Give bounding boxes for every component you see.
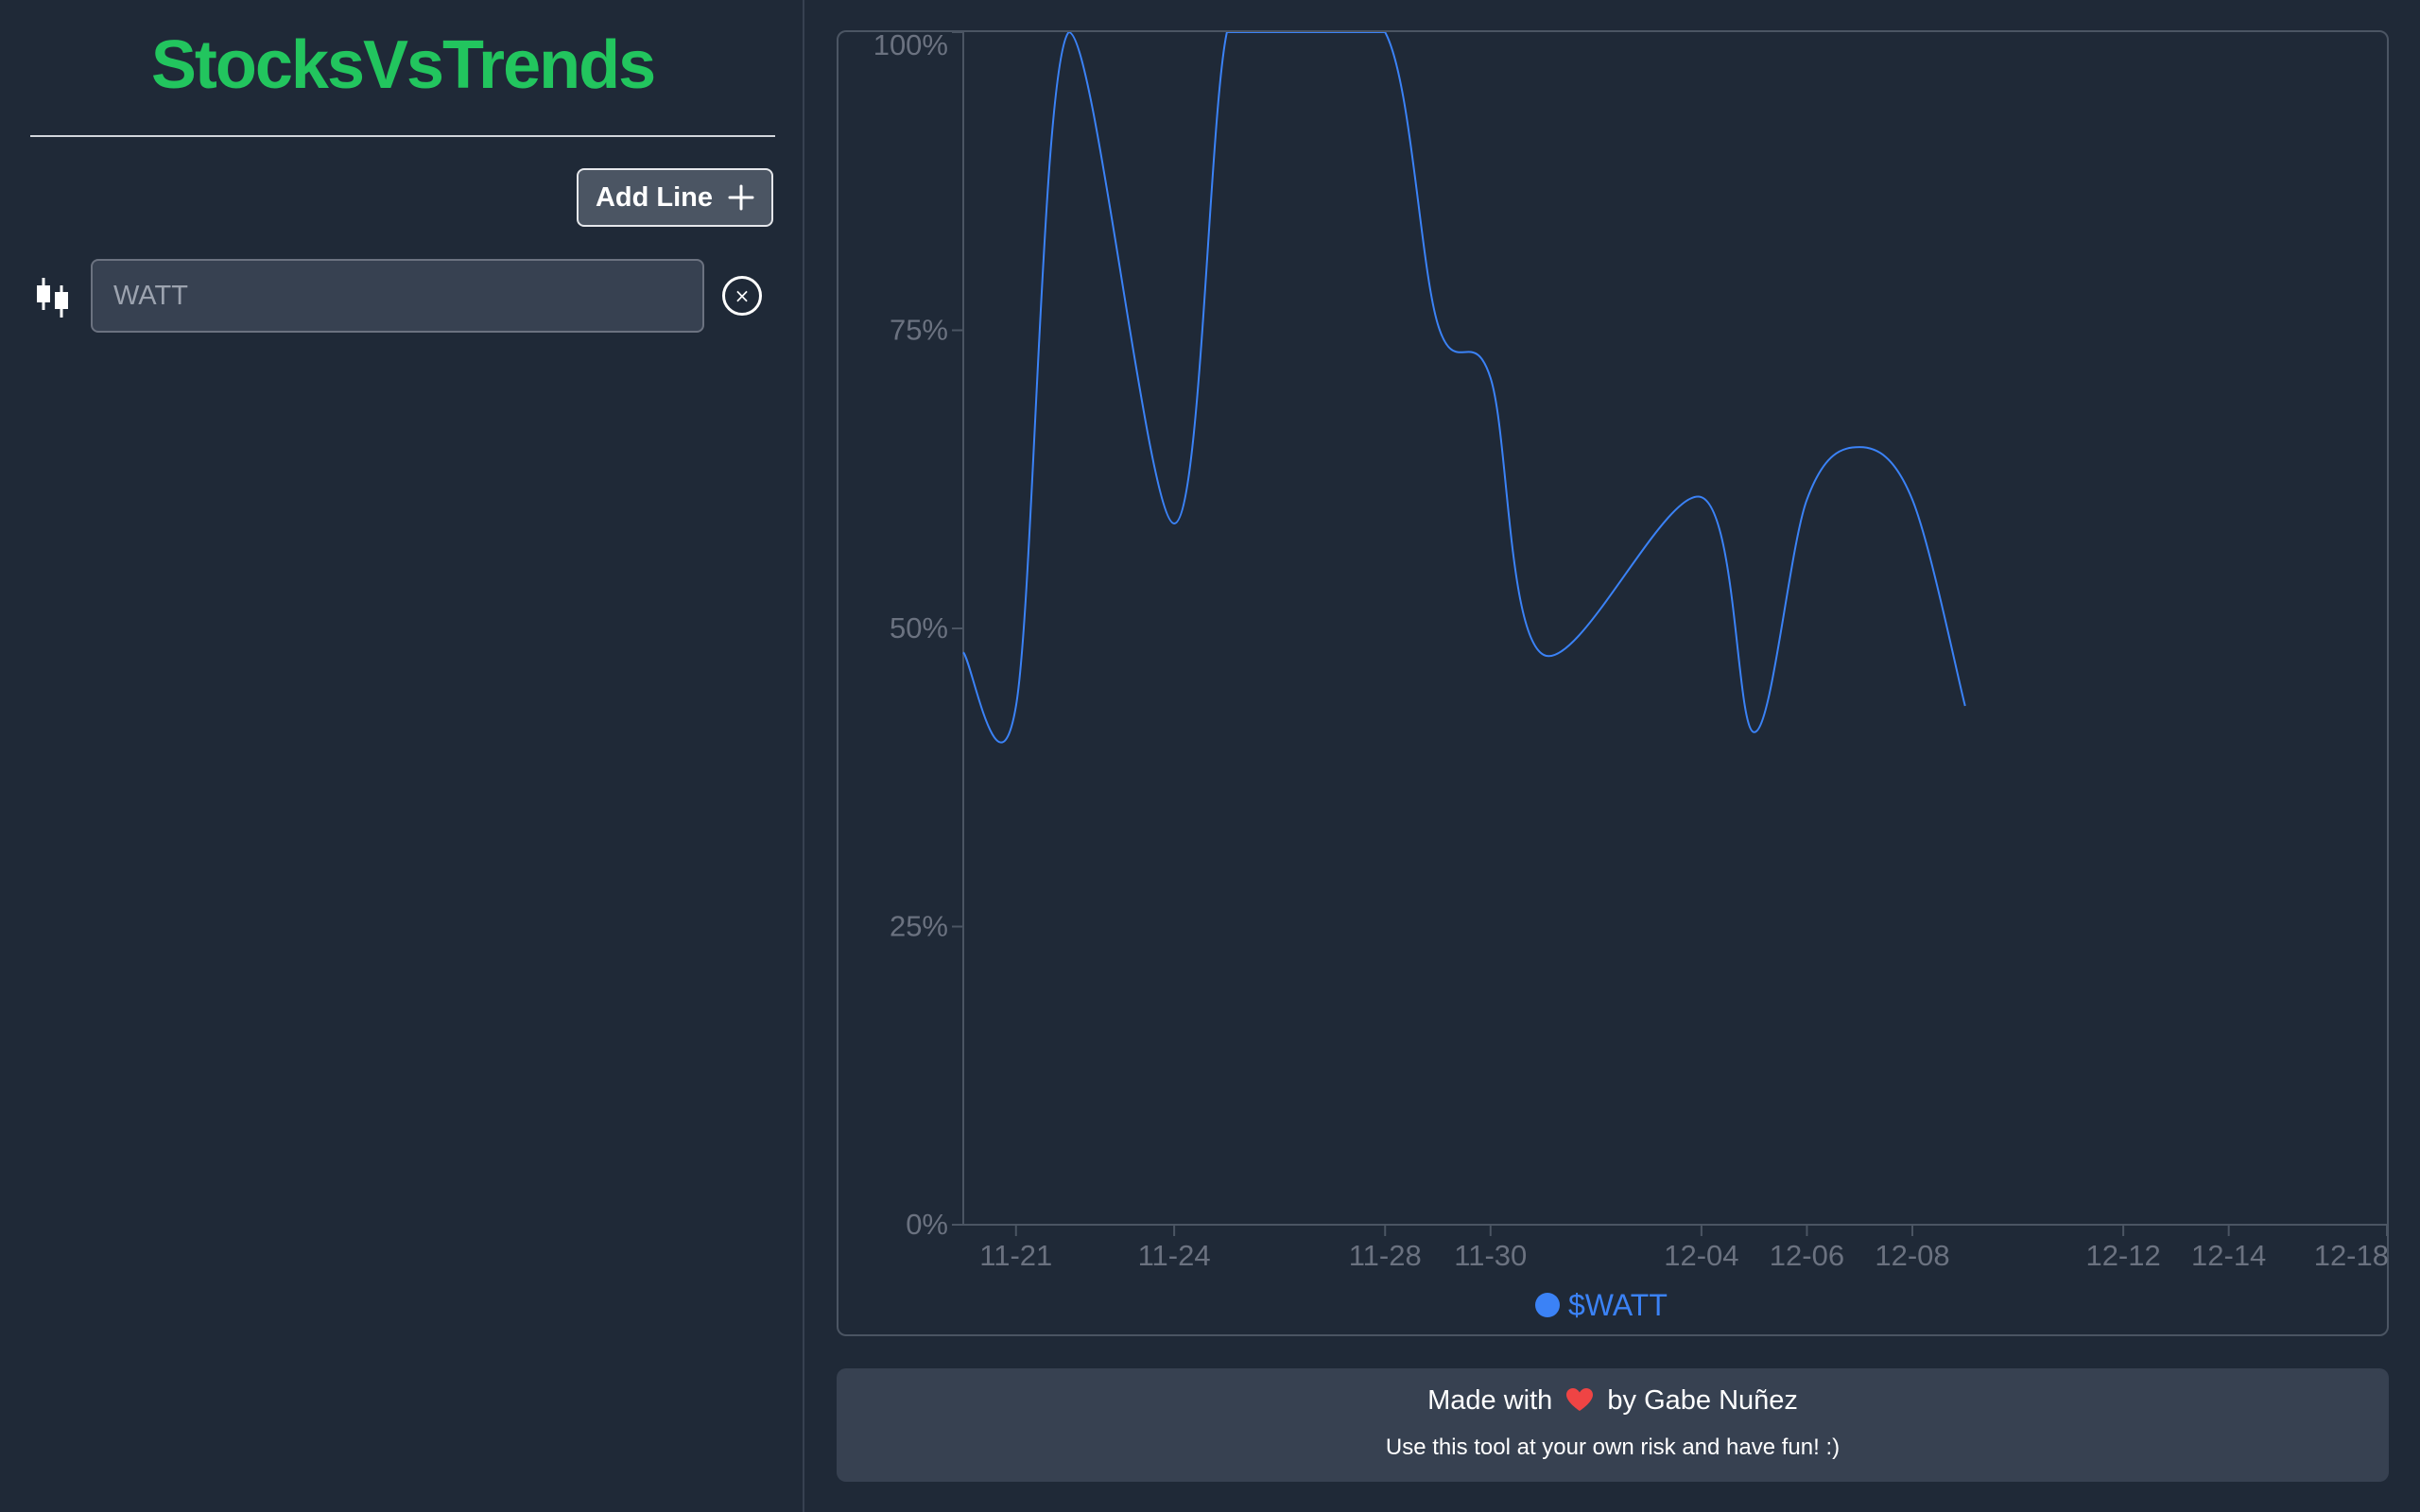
brand-title: StocksVsTrends	[150, 27, 656, 103]
plus-icon	[728, 184, 754, 211]
candlestick-icon[interactable]	[34, 278, 72, 318]
chart-card: 0% 25% 50% 75% 100% 11-21 11-24 11-28 11-30 12-04…	[837, 30, 2389, 1336]
add-line-button[interactable]: Add Line	[577, 168, 773, 227]
ticker-input[interactable]	[91, 259, 704, 333]
remove-line-button[interactable]: ×	[722, 276, 762, 316]
brand-divider	[30, 135, 775, 137]
x-tick-label: 11-30	[1454, 1239, 1527, 1272]
sidebar: StocksVsTrends Add Line ×	[0, 0, 804, 1512]
add-line-label: Add Line	[595, 181, 714, 213]
series-line	[962, 32, 1966, 744]
footer-disclaimer: Use this tool at your own risk and have …	[1385, 1435, 1841, 1460]
close-circle-icon: ×	[734, 284, 751, 307]
x-tick-label: 12-12	[2085, 1239, 2160, 1272]
footer-credit: Made with by Gabe Nuñez	[837, 1385, 2389, 1417]
y-tick-label: 50%	[890, 611, 948, 644]
y-tick-label: 100%	[873, 32, 948, 61]
line-row: ×	[34, 259, 781, 335]
footer-made-with: Made with	[1427, 1385, 1553, 1416]
x-tick-label: 12-04	[1664, 1239, 1738, 1272]
y-tick-label: 0%	[906, 1208, 948, 1241]
x-tick-label: 12-14	[2191, 1239, 2266, 1272]
legend-marker	[1535, 1293, 1560, 1317]
y-tick-label: 75%	[890, 314, 948, 347]
trend-chart: 0% 25% 50% 75% 100% 11-21 11-24 11-28 11-30 12-04…	[873, 32, 2389, 1322]
main-panel: 0% 25% 50% 75% 100% 11-21 11-24 11-28 11-30 12-04…	[804, 0, 2420, 1512]
x-tick-label: 11-28	[1349, 1239, 1422, 1272]
x-tick-label: 12-18	[2314, 1239, 2389, 1272]
x-tick-label: 12-06	[1770, 1239, 1844, 1272]
x-tick-label: 12-08	[1875, 1239, 1949, 1272]
y-tick-label: 25%	[890, 910, 948, 943]
footer: Made with by Gabe Nuñez Use this tool at…	[837, 1368, 2389, 1482]
legend-label: $WATT	[1568, 1288, 1668, 1322]
footer-author: by Gabe Nuñez	[1607, 1385, 1798, 1416]
x-tick-label: 11-24	[1138, 1239, 1211, 1272]
x-tick-label: 11-21	[979, 1239, 1052, 1272]
heart-icon	[1566, 1388, 1594, 1411]
